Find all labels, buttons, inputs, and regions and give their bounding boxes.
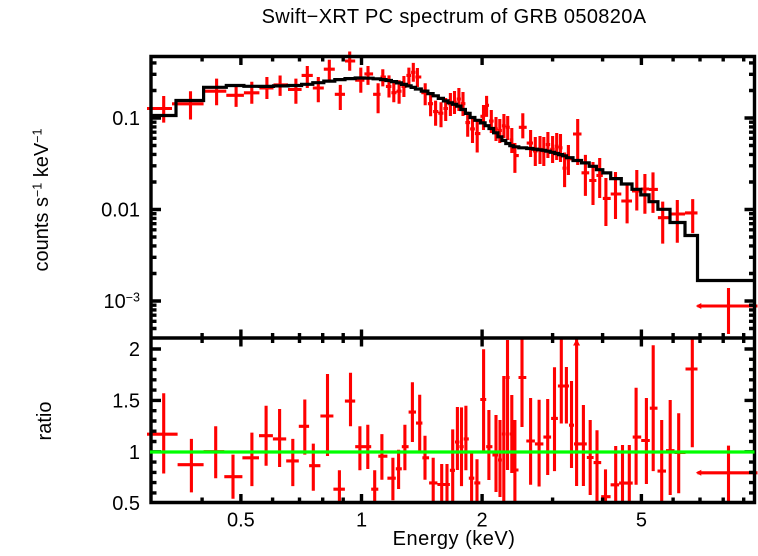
- svg-text:5: 5: [636, 510, 647, 532]
- svg-text:1.5: 1.5: [112, 390, 140, 412]
- svg-text:0.01: 0.01: [101, 200, 140, 222]
- svg-text:Energy (keV): Energy (keV): [393, 528, 516, 550]
- svg-text:ratio: ratio: [34, 402, 56, 441]
- svg-text:Swift−XRT PC spectrum of GRB 0: Swift−XRT PC spectrum of GRB 050820A: [262, 6, 647, 28]
- svg-text:counts s−1 keV−1: counts s−1 keV−1: [31, 128, 54, 271]
- svg-text:1: 1: [129, 442, 140, 464]
- svg-text:2: 2: [477, 510, 488, 532]
- svg-text:0.5: 0.5: [112, 493, 140, 515]
- svg-text:0.1: 0.1: [112, 108, 140, 130]
- svg-text:1: 1: [356, 510, 367, 532]
- svg-text:0.5: 0.5: [227, 510, 255, 532]
- svg-text:2: 2: [129, 339, 140, 361]
